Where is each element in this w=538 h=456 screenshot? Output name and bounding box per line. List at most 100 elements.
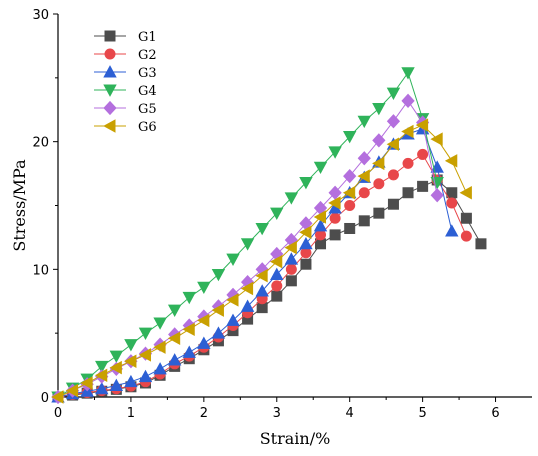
point-G3-6 (138, 369, 153, 383)
point-G6-16 (284, 240, 297, 255)
point-G3-15 (270, 267, 284, 280)
legend-marker-G4 (103, 84, 117, 97)
x-axis-ticks: 0 1 2 3 4 5 6 (54, 397, 500, 421)
point-G1-21 (358, 215, 370, 227)
legend-label-G1: G1 (138, 30, 157, 45)
point-G6-1 (65, 383, 79, 398)
point-G6-13 (240, 281, 254, 296)
point-G6-2 (80, 376, 93, 390)
point-G4-19 (328, 146, 342, 159)
legend-entry-G2: G2 (94, 48, 157, 63)
point-G6-28 (459, 186, 472, 200)
legend-label-G6: G6 (138, 120, 157, 135)
point-G6-22 (372, 156, 385, 171)
point-G3-4 (109, 378, 124, 392)
point-G3-8 (167, 353, 182, 366)
legend-entry-G1: G1 (94, 30, 157, 45)
point-G2-23 (387, 169, 399, 181)
point-G4-11 (211, 268, 226, 282)
point-G1-19 (329, 229, 341, 241)
legend-label-G5: G5 (138, 102, 157, 117)
point-G5-26 (430, 188, 444, 203)
legend-entry-G3: G3 (94, 65, 157, 81)
point-G4-23 (386, 87, 401, 100)
point-G4-17 (299, 177, 313, 190)
point-G3-9 (182, 345, 196, 358)
x-tick-label-4: 4 (346, 406, 354, 421)
point-G4-20 (342, 131, 357, 144)
series-layer (51, 67, 487, 405)
point-G6-25 (415, 118, 429, 132)
point-G4-24 (401, 67, 415, 80)
series-G6 (51, 118, 472, 404)
point-G5-20 (343, 168, 357, 184)
point-G2-27 (446, 197, 458, 209)
legend-label-G3: G3 (138, 66, 157, 81)
y-axis-title: Stress/MPa (10, 159, 29, 252)
point-G4-21 (357, 115, 371, 129)
point-G3-5 (124, 374, 138, 388)
point-G1-20 (344, 222, 356, 234)
legend-entry-G6: G6 (94, 119, 157, 135)
point-G6-27 (444, 154, 458, 168)
point-G3-16 (284, 252, 299, 265)
point-G1-23 (387, 198, 399, 210)
point-G6-5 (124, 354, 137, 368)
point-G1-15 (271, 290, 283, 302)
point-G6-4 (109, 360, 122, 375)
legend-label-G2: G2 (138, 48, 157, 63)
point-G4-18 (313, 161, 328, 175)
point-G4-12 (226, 253, 240, 266)
point-G1-25 (417, 180, 429, 192)
point-G4-3 (95, 360, 109, 374)
x-tick-label-2: 2 (200, 406, 208, 421)
point-G5-21 (357, 151, 371, 166)
x-tick-label-5: 5 (418, 406, 426, 421)
point-G6-19 (328, 196, 341, 210)
point-G6-9 (182, 322, 195, 337)
point-G6-18 (313, 210, 327, 224)
point-G4-9 (182, 291, 196, 305)
point-G4-10 (197, 281, 211, 295)
point-G3-13 (240, 299, 255, 312)
point-G2-28 (460, 230, 472, 242)
point-G2-25 (417, 148, 429, 160)
legend-marker-G3 (103, 65, 117, 78)
point-G6-17 (299, 225, 312, 240)
point-G6-8 (167, 331, 181, 345)
x-axis-title: Strain/% (260, 429, 331, 448)
point-G3-10 (197, 336, 211, 349)
y-tick-label-2: 20 (32, 136, 49, 151)
point-G6-20 (342, 186, 356, 200)
point-G4-8 (167, 304, 182, 318)
x-tick-label-3: 3 (273, 406, 281, 421)
series-G4 (51, 67, 444, 404)
y-tick-label-0: 0 (41, 391, 49, 406)
point-G4-14 (255, 222, 269, 236)
point-G4-16 (284, 192, 299, 205)
x-tick-label-1: 1 (127, 406, 135, 421)
point-G1-29 (475, 238, 487, 250)
point-G4-6 (138, 327, 153, 340)
legend-label-G4: G4 (138, 84, 157, 99)
point-G3-12 (226, 313, 240, 326)
point-G4-5 (124, 339, 138, 352)
point-G1-16 (285, 275, 297, 287)
point-G6-12 (226, 293, 239, 307)
point-G5-23 (386, 114, 401, 129)
legend-marker-G2 (104, 48, 116, 60)
y-tick-label-1: 10 (32, 263, 49, 278)
legend: G1 G2 G3 G4 G5 G6 (94, 30, 157, 135)
legend-marker-G6 (103, 119, 116, 133)
point-G5-24 (401, 93, 415, 108)
point-G6-10 (197, 313, 210, 328)
legend-entry-G5: G5 (94, 100, 157, 117)
point-G5-22 (372, 133, 386, 148)
legend-marker-G5 (103, 100, 117, 116)
legend-entry-G4: G4 (94, 84, 157, 99)
point-G3-14 (255, 284, 269, 297)
point-G6-15 (269, 254, 283, 269)
point-G6-24 (401, 124, 414, 139)
point-G3-3 (95, 381, 109, 395)
